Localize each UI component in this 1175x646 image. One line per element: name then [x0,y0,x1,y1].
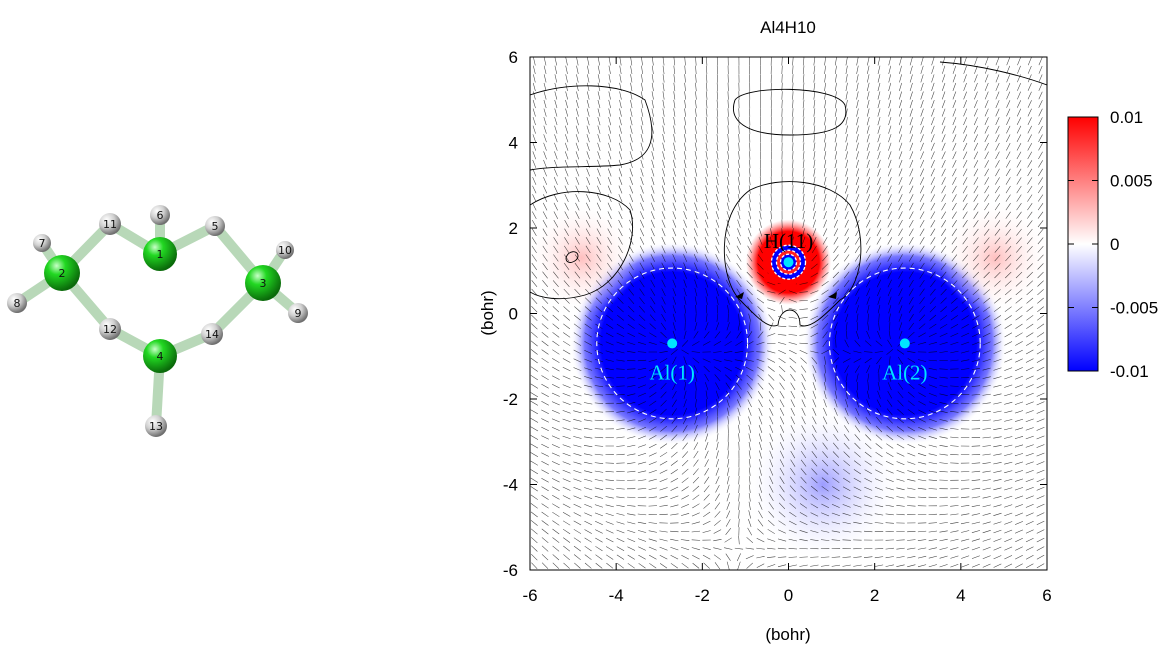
atom-label-1: 1 [157,248,164,261]
atom-label-1: Al(1) [649,360,695,384]
density-feature-negative-weak-5 [745,406,901,563]
contour-center-lobe [723,181,862,327]
plot-area: Al(1) Al(2) H(11) [529,56,1048,571]
dashed-rings [596,267,981,420]
colorbar-tick-label: 0.01 [1110,108,1143,127]
atom-label-3: 3 [260,277,267,290]
atom-marker-1 [667,338,678,349]
dashed-ring-1 [596,267,749,420]
atom-label-13: 13 [149,420,163,433]
contour-top-left [530,85,653,171]
atom-5 [205,216,225,236]
y-tick-label: -2 [503,390,518,409]
x-tick-label: 4 [956,586,965,605]
molecule-atoms: 5 6 7 8 9 10 11 12 13 14 1 2 3 [7,205,308,437]
atom-11 [99,213,121,235]
y-tick-label: -6 [503,561,518,580]
atom-13 [145,415,167,437]
vector-field-arrows [530,57,1045,570]
atom-4 [143,339,177,373]
contour-top-right [939,61,1047,86]
vector-field [530,57,1045,570]
atom-label-12: 12 [103,323,117,336]
atom-6 [150,205,170,225]
critical-point-arrow-right [828,292,837,299]
x-axis: -6 -4 -2 0 2 4 6 [522,57,1052,605]
atom-markers: Al(1) Al(2) H(11) [649,229,927,384]
colorbar-tick-label: 0.005 [1110,172,1153,191]
y-tick-label: 0 [509,305,518,324]
atom-label-2: 2 [59,267,66,280]
atom-10 [276,241,294,259]
density-feature-positive-weak-3 [530,201,638,314]
density-feature-positive-weak-4 [939,201,1047,314]
y-tick-label: 6 [509,48,518,67]
contour-lines [530,61,1047,327]
x-axis-label: (bohr) [765,625,810,644]
y-tick-label: 4 [509,134,518,153]
x-tick-label: -2 [695,586,710,605]
colorbar-tick-label: -0.01 [1110,362,1149,381]
atom-label-2: Al(2) [882,360,928,384]
chart-title: Al4H10 [760,18,816,37]
contour-left-ring [565,251,579,263]
contour-left-lobe [530,191,634,300]
x-tick-label: 0 [784,586,793,605]
atom-label-8: 8 [14,297,21,310]
colorbar-ticks: 0.01 0.005 0 -0.005 -0.01 [1068,108,1158,381]
atom-label-7: 7 [39,237,46,250]
atom-label-10: 10 [278,244,292,257]
colorbar-tick-label: 0 [1110,235,1119,254]
atom-label-11: 11 [103,218,117,231]
atom-14 [201,323,223,345]
atom-marker-3 [783,257,794,268]
atom-label-6: 6 [157,209,164,222]
atom-7 [33,234,51,252]
atom-8 [7,293,27,313]
atom-label-14: 14 [205,328,219,341]
colorbar-tick-label: -0.005 [1110,299,1158,318]
dashed-ring-2 [828,267,981,420]
y-axis: -6 -4 -2 0 2 4 6 [503,48,1047,580]
atom-12 [99,318,121,340]
x-tick-label: 2 [870,586,879,605]
critical-point-arrow-left [735,292,744,299]
x-tick-label: -4 [609,586,624,605]
contour-top-center [733,88,847,136]
atom-label-9: 9 [295,307,302,320]
y-axis-label: (bohr) [478,290,497,335]
atom-1 [143,237,177,271]
atom-label-5: 5 [212,220,219,233]
y-tick-label: 2 [509,219,518,238]
atom-marker-2 [899,338,910,349]
y-tick-label: -4 [503,476,518,495]
atom-3 [245,265,281,301]
colorbar: 0.01 0.005 0 -0.005 -0.01 [1067,108,1158,381]
atom-2 [44,255,80,291]
x-tick-label: -6 [522,586,537,605]
atom-label-3: H(11) [764,229,813,253]
x-tick-label: 6 [1042,586,1051,605]
atom-9 [288,303,308,323]
atom-label-4: 4 [157,350,164,363]
molecule-diagram: 5 6 7 8 9 10 11 12 13 14 1 2 3 [7,205,308,437]
